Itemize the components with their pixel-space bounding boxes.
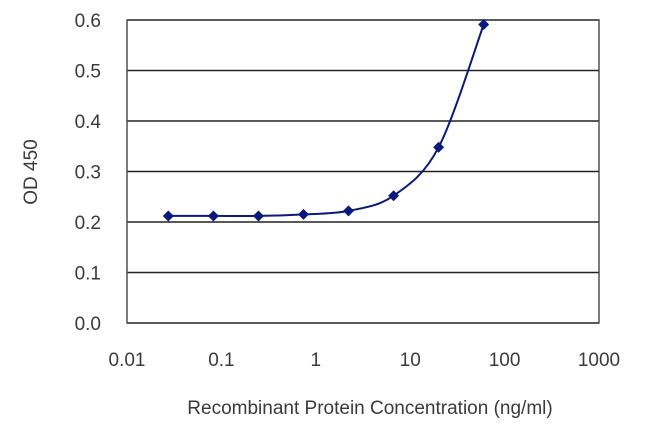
- y-axis-title: OD 450: [21, 139, 42, 204]
- data-points: [162, 19, 490, 222]
- gridlines: [127, 19, 599, 324]
- data-point-1: [207, 210, 219, 222]
- data-point-3: [298, 208, 310, 220]
- x-tick-label: 0.1: [208, 350, 234, 371]
- x-tick-label: 1: [311, 350, 322, 371]
- data-point-4: [342, 205, 354, 217]
- y-tick-label: 0.4: [75, 112, 102, 133]
- y-tick-label: 0.0: [75, 314, 101, 335]
- y-tick-labels: 0.0 0.1 0.2 0.3 0.4 0.5 0.6: [75, 11, 102, 335]
- data-point-7: [478, 19, 490, 31]
- y-tick-label: 0.6: [75, 11, 101, 32]
- y-tick-label: 0.1: [75, 264, 101, 285]
- x-tick-label: 1000: [578, 350, 620, 371]
- plot-frame: [126, 19, 600, 324]
- x-tick-label: 100: [489, 350, 521, 371]
- fitted-curve: [168, 24, 485, 218]
- x-tick-labels: 0.01 0.1 1 10 100 1000: [109, 350, 621, 371]
- data-point-5: [388, 190, 400, 202]
- data-point-2: [252, 210, 264, 222]
- y-tick-label: 0.2: [75, 213, 101, 234]
- x-tick-label: 0.01: [109, 350, 146, 371]
- y-tick-label: 0.3: [75, 163, 101, 184]
- data-point-0: [162, 210, 174, 222]
- x-axis-title: Recombinant Protein Concentration (ng/ml…: [187, 398, 552, 419]
- x-tick-label: 10: [400, 350, 421, 371]
- data-point-6: [433, 141, 445, 153]
- y-tick-label: 0.5: [75, 62, 101, 83]
